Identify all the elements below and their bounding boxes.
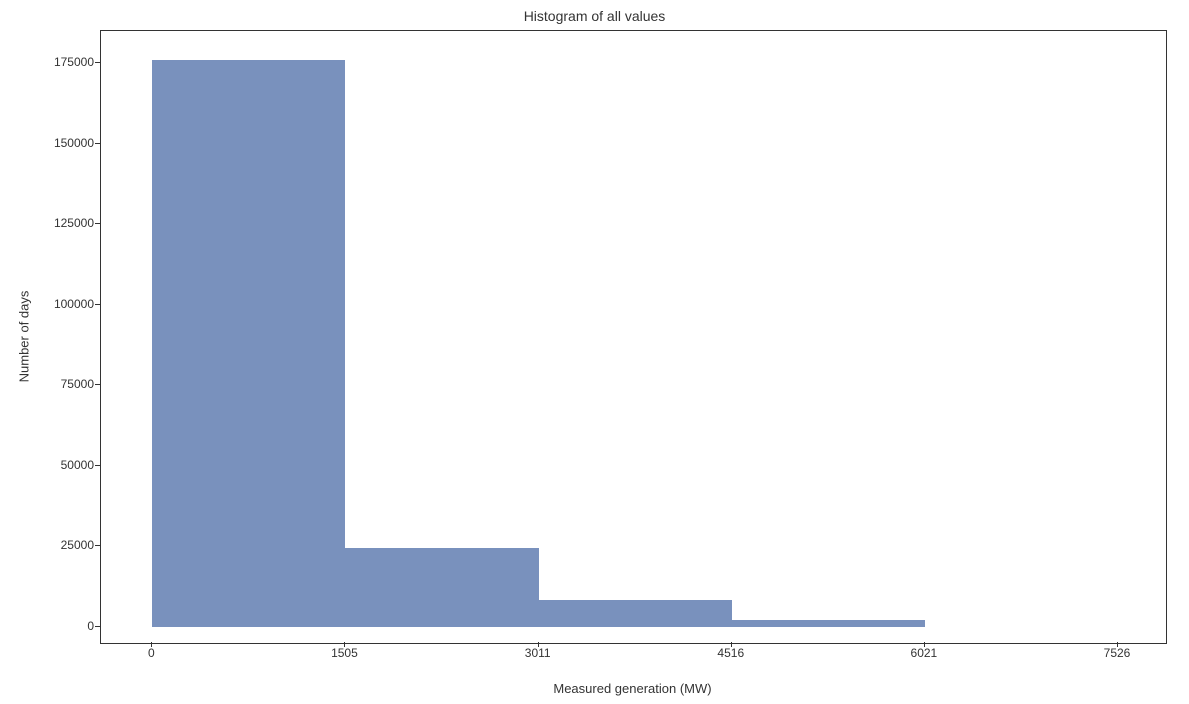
x-tick-label: 3011 — [525, 646, 551, 660]
y-tick-mark — [95, 384, 100, 385]
y-tick-label: 50000 — [48, 458, 94, 472]
y-tick-mark — [95, 62, 100, 63]
y-tick-label: 150000 — [48, 136, 94, 150]
y-tick-label: 125000 — [48, 216, 94, 230]
y-tick-label: 100000 — [48, 297, 94, 311]
y-tick-mark — [95, 545, 100, 546]
x-tick-label: 1505 — [331, 646, 358, 660]
y-tick-mark — [95, 626, 100, 627]
chart-title: Histogram of all values — [0, 8, 1189, 24]
histogram-bar — [732, 620, 925, 627]
x-tick-label: 0 — [148, 646, 155, 660]
x-tick-label: 7526 — [1104, 646, 1131, 660]
y-tick-mark — [95, 304, 100, 305]
x-tick-label: 6021 — [911, 646, 938, 660]
histogram-bar — [152, 60, 345, 627]
y-tick-label: 25000 — [48, 538, 94, 552]
y-tick-label: 0 — [48, 619, 94, 633]
y-tick-mark — [95, 465, 100, 466]
y-axis-label: Number of days — [14, 30, 34, 642]
histogram-bar — [345, 548, 538, 627]
y-tick-label: 175000 — [48, 55, 94, 69]
y-tick-mark — [95, 223, 100, 224]
x-axis-label: Measured generation (MW) — [100, 681, 1165, 696]
plot-area — [100, 30, 1167, 644]
histogram-chart: Histogram of all values Number of days M… — [0, 0, 1189, 704]
x-tick-label: 4516 — [717, 646, 744, 660]
y-tick-mark — [95, 143, 100, 144]
histogram-bar — [539, 600, 732, 627]
y-tick-label: 75000 — [48, 377, 94, 391]
